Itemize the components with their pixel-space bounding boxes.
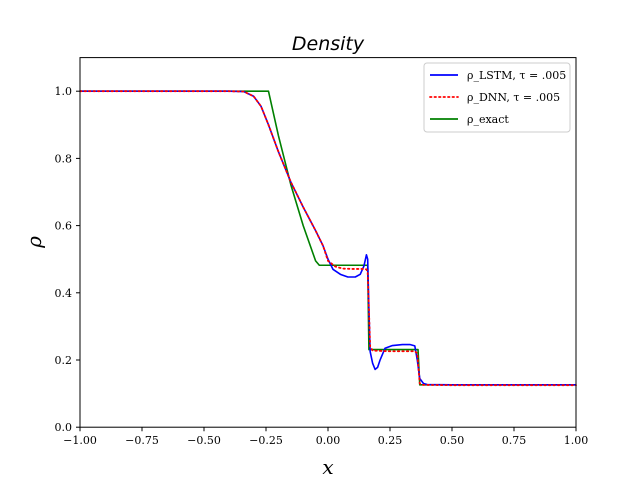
y-tick-label: 0.6 [55,220,73,233]
x-tick-label: −0.75 [125,434,159,447]
y-tick-label: 0.8 [55,152,73,165]
y-tick-label: 0.0 [55,421,73,434]
series-line-1 [79,90,577,387]
y-axis-label: ρ [22,236,46,249]
legend-label: ρ_LSTM, τ = .005 [467,69,566,82]
x-tick-label: −0.25 [249,434,283,447]
x-tick-label: −0.50 [187,434,221,447]
legend-box [423,62,571,133]
x-tick-label: 0.50 [440,434,465,447]
legend: ρ_LSTM, τ = .005 ρ_DNN, τ = .005 ρ_exact [423,62,571,133]
x-tick-label: 0.25 [378,434,403,447]
y-tick-label: 0.2 [55,354,73,367]
x-tick-label: 0.75 [502,434,527,447]
x-tick-label: 0.00 [316,434,341,447]
legend-label: ρ_DNN, τ = .005 [467,91,560,104]
x-tick-label: −1.00 [63,434,97,447]
x-ticks: −1.00 −0.75 −0.50 −0.25 0.00 0.25 0.50 0.75 1.00 [63,427,588,447]
y-tick-label: 0.4 [55,287,73,300]
plot-lines [79,90,577,387]
x-tick-label: 1.00 [564,434,589,447]
legend-label: ρ_exact [467,113,509,126]
x-axis-label: x [322,455,333,479]
y-tick-label: 1.0 [55,85,73,98]
y-ticks: 0.0 0.2 0.4 0.6 0.8 1.0 [55,85,80,434]
series-line-0 [80,90,576,386]
chart-title: Density [292,33,365,55]
series-line-2 [80,90,576,386]
